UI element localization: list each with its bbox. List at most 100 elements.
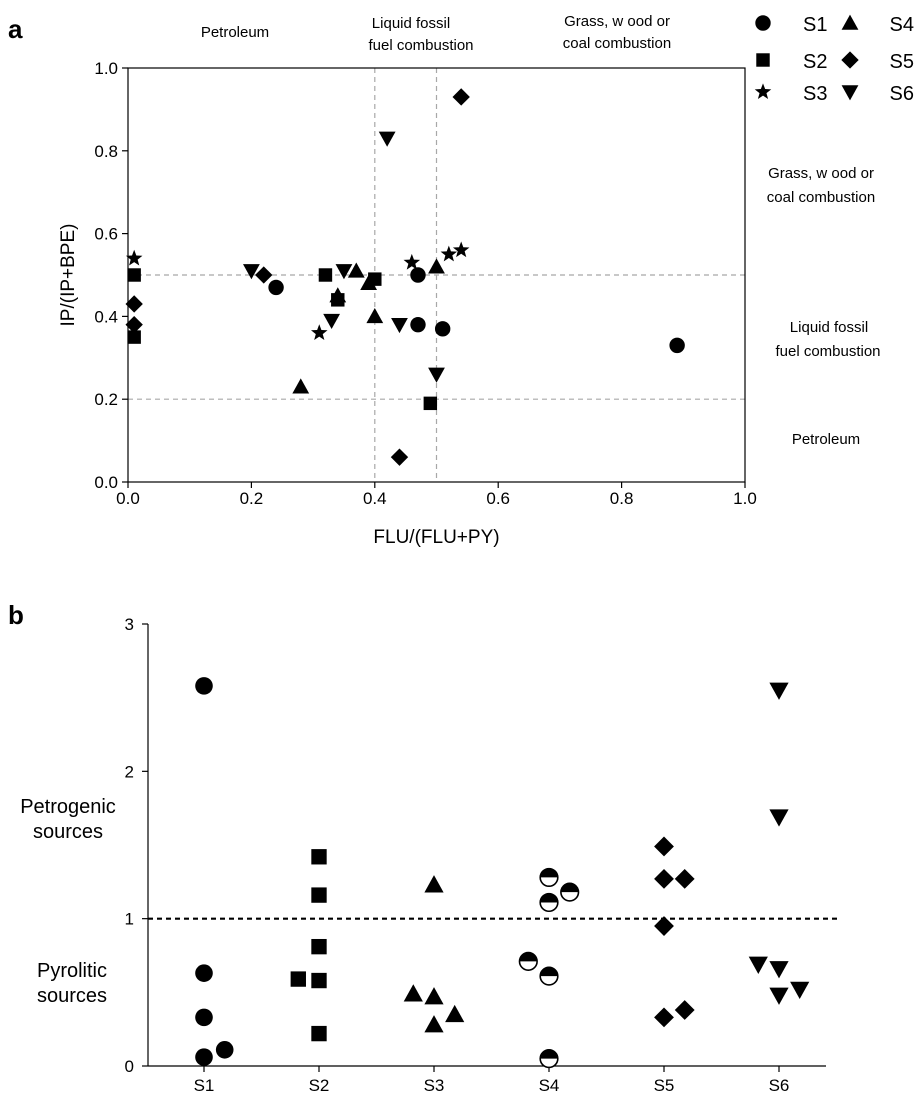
point-s5 (654, 916, 674, 936)
x-tick-label: 0.2 (240, 489, 264, 508)
point-s3 (424, 1015, 444, 1033)
point-s1 (434, 321, 451, 337)
petrogenic-sources-label: sources (33, 821, 103, 843)
legend-label-s6: S6 (890, 83, 914, 105)
y-tick-label: 3 (125, 615, 134, 634)
series-s4 (518, 867, 580, 1069)
point-s4 (539, 1049, 559, 1069)
series-s3 (403, 875, 465, 1033)
legend-marker-s2 (756, 53, 770, 67)
point-s5 (654, 836, 674, 857)
region-label-top: coal combustion (563, 35, 671, 52)
series-s1 (195, 677, 234, 1066)
point-s6 (428, 367, 445, 383)
region-label-top: Petroleum (201, 24, 269, 41)
point-s6 (748, 956, 768, 974)
legend-label-s2: S2 (803, 51, 827, 73)
point-s2 (127, 330, 141, 344)
point-s1 (215, 1040, 234, 1059)
legend-label-s3: S3 (803, 83, 827, 105)
series-s1 (268, 267, 685, 354)
series-s2 (290, 849, 327, 1042)
point-s4 (560, 882, 580, 902)
point-s3 (311, 324, 328, 340)
x-axis-title: FLU/(FLU+PY) (373, 527, 499, 548)
y-tick-label: 0.2 (94, 390, 118, 409)
point-s5 (255, 266, 273, 284)
point-s3 (424, 987, 444, 1005)
category-label-s6: S6 (769, 1076, 790, 1095)
point-s4 (539, 892, 559, 913)
y-tick-label: 0.0 (94, 473, 118, 492)
series-s5 (654, 836, 695, 1028)
point-s1 (268, 279, 284, 296)
series-s3 (125, 241, 470, 340)
point-s1 (195, 1048, 213, 1066)
point-s1 (195, 677, 213, 695)
point-s4 (366, 308, 384, 324)
point-s4 (329, 287, 347, 303)
point-s2 (311, 887, 327, 903)
legend-marker-s5 (841, 51, 859, 69)
category-label-s1: S1 (194, 1076, 215, 1095)
point-s3 (125, 249, 143, 266)
point-s6 (769, 961, 789, 979)
legend: S1 S2 S3 S4 S5 S6 (754, 14, 914, 105)
point-s2 (311, 849, 327, 865)
point-s5 (125, 295, 143, 313)
point-s3 (452, 241, 470, 258)
point-s2 (127, 268, 141, 282)
x-tick-label: 1.0 (733, 489, 757, 508)
legend-label-s5: S5 (890, 51, 914, 73)
category-label-s4: S4 (539, 1076, 560, 1095)
legend-marker-s4 (841, 14, 859, 30)
pyrolitic-sources-label: Pyrolitic (37, 960, 107, 982)
point-s2 (311, 972, 327, 989)
region-label-top: Grass, w ood or (564, 13, 670, 30)
point-s2 (423, 396, 438, 411)
y-tick-label: 1 (125, 910, 134, 929)
point-s1 (410, 267, 426, 283)
legend-marker-s3 (754, 83, 772, 100)
point-s2 (318, 268, 333, 282)
point-s5 (654, 868, 674, 889)
category-label-s2: S2 (309, 1076, 330, 1095)
point-s4 (539, 966, 559, 986)
legend-label-s4: S4 (890, 14, 914, 36)
point-s6 (335, 264, 353, 280)
point-s6 (769, 987, 789, 1005)
point-s6 (391, 317, 408, 334)
point-s1 (195, 1008, 213, 1027)
point-s4 (347, 262, 365, 278)
point-s2 (311, 938, 327, 955)
y-tick-label: 0.6 (94, 225, 118, 244)
panel-b: 0 1 2 3 S1 S2 S3 S4 S5 S6 Petrogenic sources Pyrolit… (20, 615, 838, 1095)
region-label-top: Liquid fossil (372, 15, 450, 32)
point-s4 (539, 867, 559, 888)
region-label-top: fuel combustion (368, 37, 473, 54)
point-s1 (195, 964, 213, 982)
point-s6 (243, 264, 260, 280)
point-s4 (360, 274, 378, 290)
y-axis-title: IP/(IP+BPE) (58, 224, 79, 327)
category-label-s5: S5 (654, 1076, 675, 1095)
point-s6 (790, 981, 810, 999)
region-label-right: Petroleum (792, 431, 860, 448)
point-s5 (674, 1000, 695, 1020)
legend-marker-s6 (841, 85, 859, 101)
point-s3 (445, 1004, 465, 1023)
point-s6 (378, 131, 396, 147)
y-tick-label: 1.0 (94, 59, 118, 78)
x-tick-label: 0.4 (363, 489, 387, 508)
point-s1 (410, 316, 426, 333)
point-s2 (290, 971, 306, 987)
region-label-right: fuel combustion (775, 343, 880, 360)
point-s4 (292, 378, 310, 394)
point-s3 (403, 984, 423, 1002)
y-tick-label: 2 (125, 762, 134, 781)
point-s2 (311, 1025, 327, 1042)
point-s6 (769, 682, 789, 700)
point-s3 (403, 253, 421, 270)
x-tick-label: 0.6 (486, 489, 510, 508)
